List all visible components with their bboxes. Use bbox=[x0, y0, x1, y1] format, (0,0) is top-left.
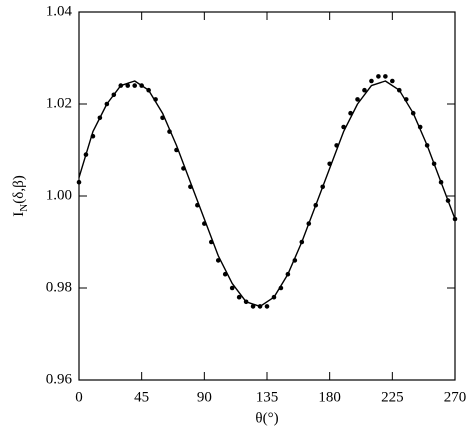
data-point bbox=[132, 83, 138, 88]
y-label-sub: N bbox=[18, 204, 30, 212]
plot-frame bbox=[78, 11, 456, 381]
y-tick-label: 1.02 bbox=[46, 95, 72, 111]
data-point bbox=[383, 74, 388, 79]
data-point bbox=[369, 78, 374, 84]
data-point bbox=[376, 74, 381, 79]
data-point bbox=[236, 294, 242, 300]
data-point bbox=[264, 304, 270, 309]
data-line bbox=[78, 80, 456, 308]
x-tick-label: 180 bbox=[318, 389, 341, 405]
x-axis-label: θ(°) bbox=[255, 410, 278, 426]
y-tick-label: 1.04 bbox=[46, 3, 73, 19]
data-point bbox=[125, 83, 131, 88]
y-tick-label: 0.98 bbox=[46, 279, 72, 295]
x-tick-label: 45 bbox=[134, 389, 149, 405]
x-tick-label: 225 bbox=[381, 389, 404, 405]
data-point bbox=[76, 179, 82, 185]
data-point bbox=[362, 87, 367, 93]
data-point bbox=[355, 97, 360, 102]
x-tick-label: 90 bbox=[197, 389, 212, 405]
data-point bbox=[250, 304, 256, 309]
y-label-main: I bbox=[11, 212, 27, 217]
x-tick-label: 135 bbox=[256, 389, 279, 405]
y-label-rest: (δ,β) bbox=[11, 175, 27, 203]
y-tick-label: 0.96 bbox=[46, 371, 73, 387]
y-axis-label: IN(δ,β) bbox=[11, 175, 29, 216]
data-point bbox=[229, 285, 235, 291]
y-tick-label: 1.00 bbox=[46, 187, 72, 203]
x-tick-label: 270 bbox=[444, 389, 467, 405]
data-point bbox=[390, 78, 395, 84]
x-tick-label: 0 bbox=[75, 389, 83, 405]
